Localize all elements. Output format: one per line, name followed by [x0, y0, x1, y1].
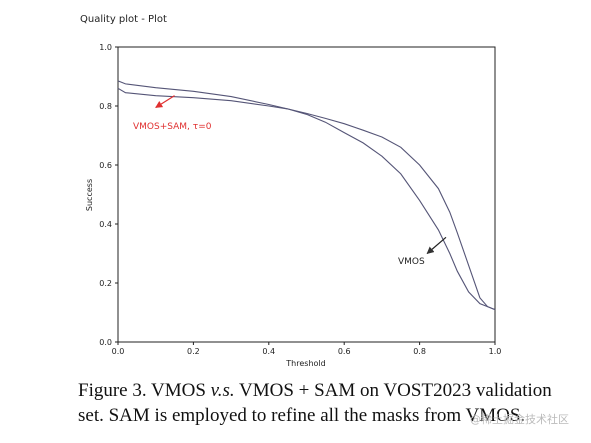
x-tick-label: 0.8: [413, 347, 426, 356]
x-axis-label: Threshold: [285, 359, 325, 368]
y-axis-label: Success: [85, 179, 94, 211]
x-tick-label: 0.0: [112, 347, 125, 356]
caption-vs: v.s.: [210, 380, 235, 401]
annotation-arrow: [426, 236, 447, 254]
series-line-0: [117, 87, 496, 311]
y-tick-label: 0.0: [99, 338, 112, 347]
y-tick-label: 0.6: [99, 161, 112, 170]
y-tick-label: 1.0: [99, 43, 112, 52]
plot-title: Quality plot - Plot: [80, 14, 167, 25]
annotation-vmos-sam: VMOS+SAM, τ=0: [133, 122, 212, 132]
plot-frame: [117, 46, 496, 343]
y-tick-label: 0.8: [99, 102, 112, 111]
annotation-arrow: [155, 95, 175, 108]
figure-caption: Figure 3. VMOS v.s. VMOS + SAM on VOST20…: [78, 378, 582, 428]
caption-line-2: set. SAM is employed to refine all the m…: [78, 405, 526, 426]
x-tick-label: 0.6: [338, 347, 351, 356]
caption-lead: Figure 3. VMOS: [78, 380, 211, 401]
watermark: @稀土掘金技术社区: [470, 413, 569, 426]
x-tick-label: 1.0: [489, 347, 502, 356]
x-tick-label: 0.2: [187, 347, 200, 356]
y-tick-label: 0.4: [99, 220, 112, 229]
annotation-vmos: VMOS: [398, 257, 425, 267]
x-tick-label: 0.4: [262, 347, 275, 356]
quality-chart: 0.0 0.2 0.4 0.6 0.8 1.0 0.0 0.2 0.4 0.6 0.8 1.0 VM…: [85, 43, 502, 368]
series-line-1: [117, 80, 496, 311]
caption-tail: VMOS + SAM on VOST2023 validation: [234, 380, 552, 401]
y-tick-label: 0.2: [99, 279, 112, 288]
